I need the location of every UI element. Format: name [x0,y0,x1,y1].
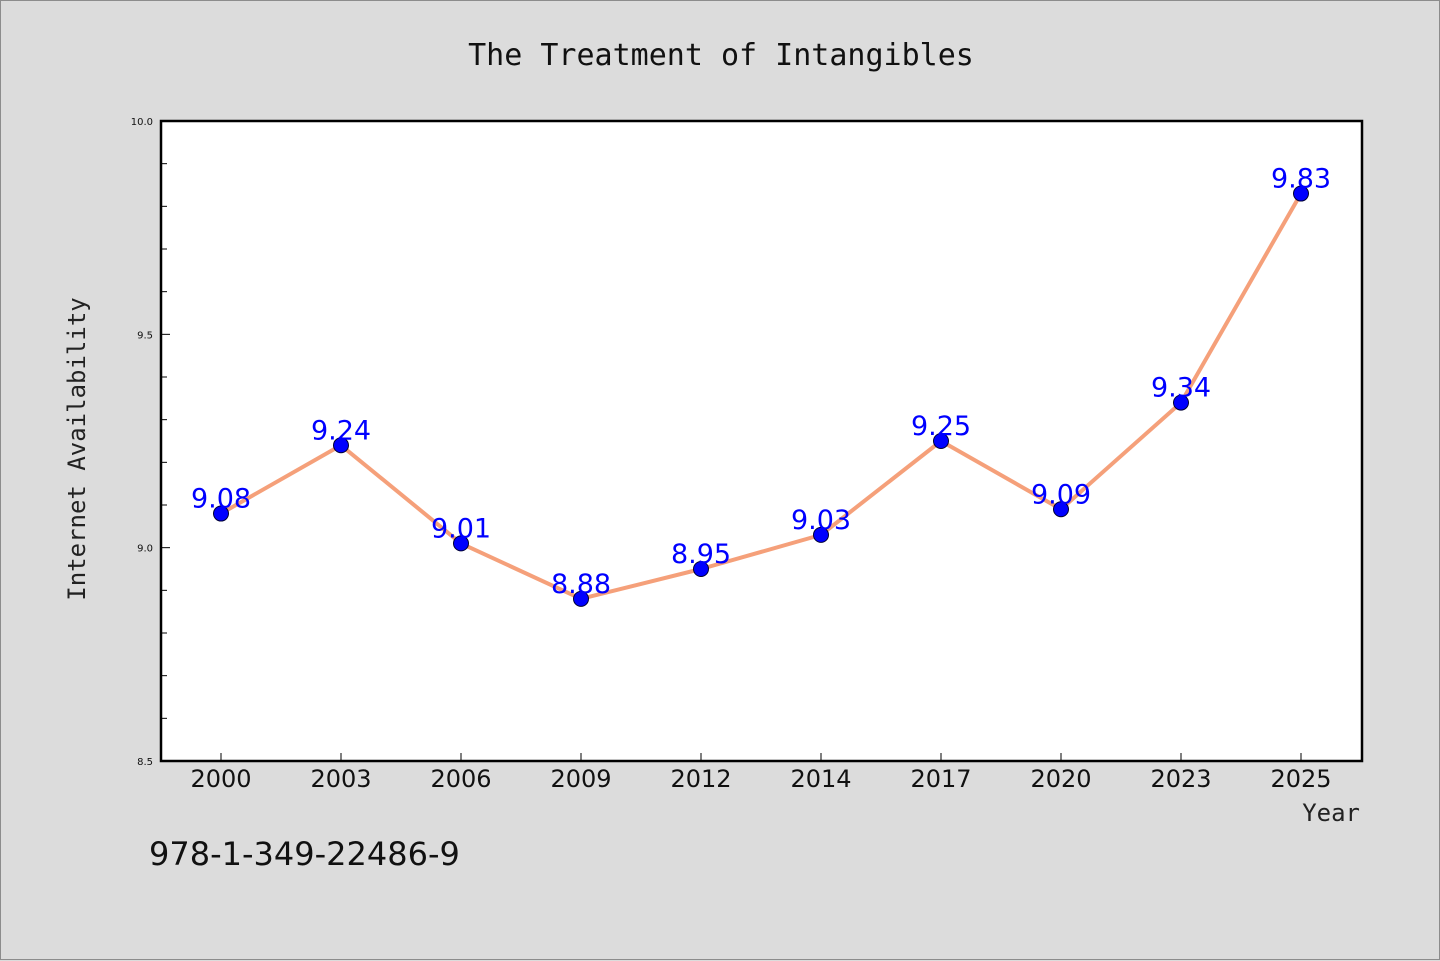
data-point [693,561,709,577]
x-tick-label: 2014 [790,765,851,793]
data-point [213,505,229,522]
series-line [219,191,1303,601]
x-tick-label: 2017 [910,765,971,793]
y-tick-label: 9.0 [137,544,153,555]
x-tick-label: 2000 [190,765,251,793]
data-point [573,590,589,607]
data-label: 9.08 [191,484,251,515]
data-label: 9.09 [1031,479,1091,510]
x-tick-label: 2025 [1270,765,1331,793]
footer-code: 978-1-349-22486-9 [149,835,460,873]
y-axis: 8.5 9.0 9.5 10.0 [131,117,170,768]
x-axis-label: Year [1302,799,1360,827]
data-point [1053,501,1069,518]
data-label: 9.83 [1271,164,1331,195]
series-layer [213,185,1309,607]
x-tick-label: 2023 [1150,765,1211,793]
data-label: 9.24 [311,415,371,446]
chart-title: The Treatment of Intangibles [468,38,974,73]
data-label: 9.25 [911,411,971,442]
x-tick-label: 2009 [550,765,611,793]
y-tick-label: 8.5 [137,757,153,768]
x-axis: 2000 2003 2006 2009 2012 2014 2017 2020 2023 2025 [190,753,1332,793]
data-label: 9.01 [431,513,491,544]
y-tick-label: 9.5 [137,330,153,341]
x-tick-label: 2003 [310,765,371,793]
data-point [933,433,949,449]
data-point [453,535,469,552]
data-label: 8.95 [671,539,731,570]
plot-area [159,119,1364,763]
y-tick-label: 10.0 [131,117,153,128]
data-label-layer: 9.08 9.24 9.01 8.88 8.95 9.03 9.25 9.09 9.34 9.83 [191,164,1331,600]
x-tick-label: 2020 [1030,765,1091,793]
y-axis-label: Internet Availability [63,297,91,600]
data-label: 8.88 [551,569,611,600]
data-label: 9.34 [1151,373,1211,404]
data-label: 9.03 [791,505,851,536]
data-point [813,526,829,543]
data-point [1293,185,1309,202]
data-point [333,437,349,454]
data-point [1173,394,1189,411]
x-tick-label: 2006 [430,765,491,793]
x-tick-label: 2012 [670,765,731,793]
